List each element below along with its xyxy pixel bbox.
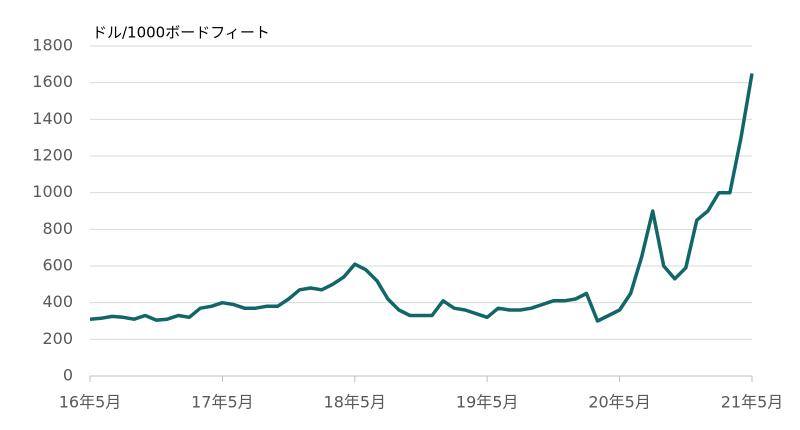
y-tick-label: 1600 <box>32 72 73 91</box>
x-tick-label: 21年5月 <box>721 393 784 412</box>
y-tick-label: 600 <box>42 256 73 275</box>
y-tick-label: 200 <box>42 329 73 348</box>
y-tick-label: 0 <box>63 366 73 385</box>
y-axis-unit: ドル/1000ボードフィート <box>92 24 270 42</box>
y-tick-label: 400 <box>42 292 73 311</box>
y-tick-label: 1000 <box>32 182 73 201</box>
x-tick-label: 17年5月 <box>191 393 254 412</box>
y-tick-label: 1200 <box>32 146 73 165</box>
data-line <box>89 73 754 323</box>
x-tick-label: 20年5月 <box>588 393 651 412</box>
x-tick-label: 19年5月 <box>456 393 519 412</box>
y-tick-label: 1800 <box>32 36 73 55</box>
y-tick-label: 1400 <box>32 109 73 128</box>
x-tick-label: 16年5月 <box>59 393 122 412</box>
y-tick-label: 800 <box>42 219 73 238</box>
x-tick-label: 18年5月 <box>324 393 387 412</box>
